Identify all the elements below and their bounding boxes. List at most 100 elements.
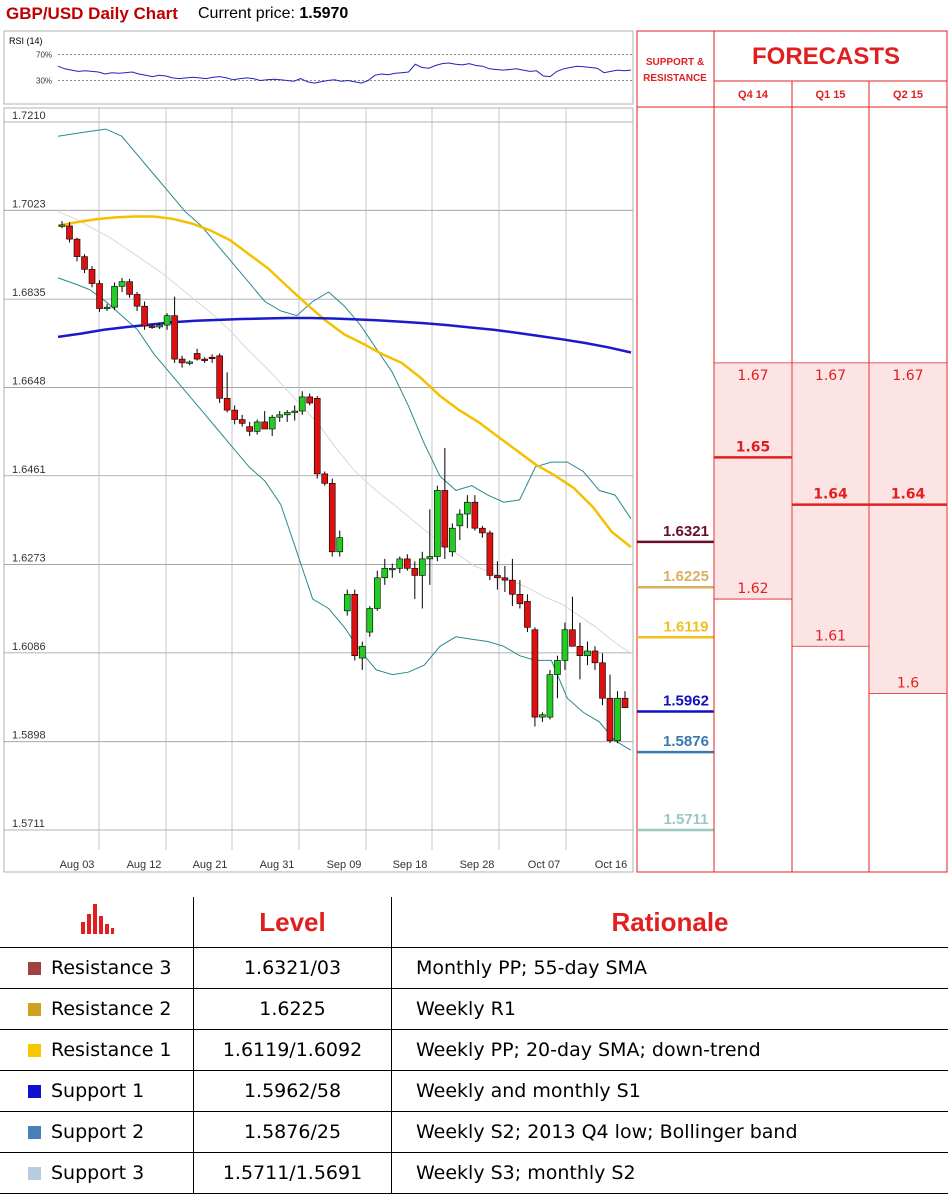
candle-body-down [404, 558, 411, 569]
candle [321, 471, 329, 486]
sma20-line [57, 215, 632, 549]
candle [494, 561, 501, 590]
forecast-low-label: 1.61 [815, 628, 846, 644]
candle-body-up [156, 324, 163, 328]
forecast-column-label: Q1 15 [816, 89, 846, 101]
candle [501, 565, 509, 592]
forecast-high-label: 1.67 [737, 368, 768, 384]
candle [606, 674, 614, 744]
candle [126, 278, 133, 298]
forecast-column-label: Q2 15 [893, 89, 923, 101]
candle-body-down [238, 419, 246, 424]
candle-body-up [268, 416, 276, 430]
candle-body-up [111, 286, 118, 308]
candle-body-down [621, 697, 629, 708]
levels-row: Resistance 3 1.6321/03 Monthly PP; 55-day … [0, 947, 948, 989]
x-tick-label: Sep 18 [393, 859, 428, 871]
candle-body-up [373, 577, 381, 609]
candle-body-up [163, 315, 171, 326]
candle-body-up [343, 594, 351, 612]
candle [441, 447, 449, 559]
level-rationale: Weekly S2; 2013 Q4 low; Bollinger band [391, 1111, 948, 1153]
candle [201, 357, 208, 363]
sr-level-label: 1.5711 [663, 811, 708, 828]
candle [404, 554, 411, 571]
candle [253, 419, 261, 435]
candle-body-up [614, 697, 621, 742]
bollinger-upper-line [57, 128, 632, 519]
level-name-cell: Support 2 [0, 1111, 194, 1153]
candle [148, 324, 156, 329]
candle [388, 563, 396, 578]
forecast-range-band [715, 362, 791, 600]
candle [449, 523, 456, 557]
x-tick-label: Aug 12 [127, 859, 162, 871]
level-value: 1.6225 [193, 988, 392, 1030]
candle [306, 393, 314, 406]
forecast-range-band [870, 362, 946, 694]
candle [118, 277, 126, 293]
levels-row: Support 1 1.5962/58 Weekly and monthly S1 [0, 1070, 948, 1112]
x-tick-label: Sep 28 [460, 859, 495, 871]
forecast-low-label: 1.6 [897, 676, 919, 692]
y-tick-label: 1.6648 [12, 375, 46, 387]
candle-body-down [81, 256, 88, 270]
forecast-title: FORECASTS [752, 43, 900, 70]
candle-body-up [118, 281, 126, 287]
rsi-line [57, 62, 632, 84]
level-name-cell: Resistance 2 [0, 988, 194, 1030]
candle-body-up [584, 650, 591, 657]
level-name: Resistance 1 [51, 1039, 172, 1061]
level-rationale: Weekly and monthly S1 [391, 1070, 948, 1112]
candle-body-up [419, 558, 426, 576]
candle-body-down [246, 426, 253, 432]
candle [313, 395, 321, 479]
rsi-level-label: 30% [36, 77, 52, 86]
x-tick-label: Aug 31 [260, 859, 295, 871]
candle [516, 580, 524, 609]
candle [479, 525, 486, 538]
candle-body-down [494, 575, 501, 579]
level-color-swatch [28, 962, 41, 975]
sr-level-label: 1.5876 [663, 733, 709, 750]
bollinger-mid-line [57, 211, 632, 654]
candle-body-up [381, 568, 389, 579]
candle-body-down [66, 225, 73, 240]
candle [614, 691, 621, 744]
candle-body-down [591, 650, 599, 664]
candle-body-down [313, 398, 321, 475]
candle-body-up [276, 414, 283, 418]
candle-body-down [606, 697, 614, 742]
candle [141, 301, 148, 330]
candle-body-up [283, 412, 291, 416]
candle [351, 589, 359, 661]
candle [328, 478, 336, 557]
price-panel [3, 107, 634, 873]
candle-body-up [388, 568, 396, 571]
candle-body-down [576, 645, 584, 657]
level-rationale: Weekly R1 [391, 988, 948, 1030]
candle [464, 495, 471, 529]
candle-body-up [456, 513, 464, 527]
candle [396, 556, 404, 574]
candle-body-down [569, 629, 576, 647]
candle [268, 414, 276, 437]
candle [358, 641, 366, 670]
candle [223, 372, 231, 413]
candle-body-down [486, 532, 494, 576]
levels-header-row: Level Rationale [0, 897, 948, 948]
candle [208, 354, 216, 363]
candle [261, 411, 268, 430]
current-price: Current price: 1.5970 [198, 5, 348, 23]
level-value: 1.5962/58 [193, 1070, 392, 1112]
sr-column [636, 30, 715, 873]
sr-level-label: 1.6321 [663, 523, 709, 540]
candle [366, 606, 374, 637]
candle [576, 622, 584, 680]
levels-table: Level Rationale Resistance 3 1.6321/03 Mon… [0, 897, 948, 1194]
y-tick-label: 1.6273 [12, 553, 46, 565]
candle-body-down [231, 409, 238, 420]
levels-row: Resistance 1 1.6119/1.6092 Weekly PP; 20-d… [0, 1029, 948, 1071]
candle [539, 712, 546, 722]
level-name-cell: Support 3 [0, 1152, 194, 1194]
